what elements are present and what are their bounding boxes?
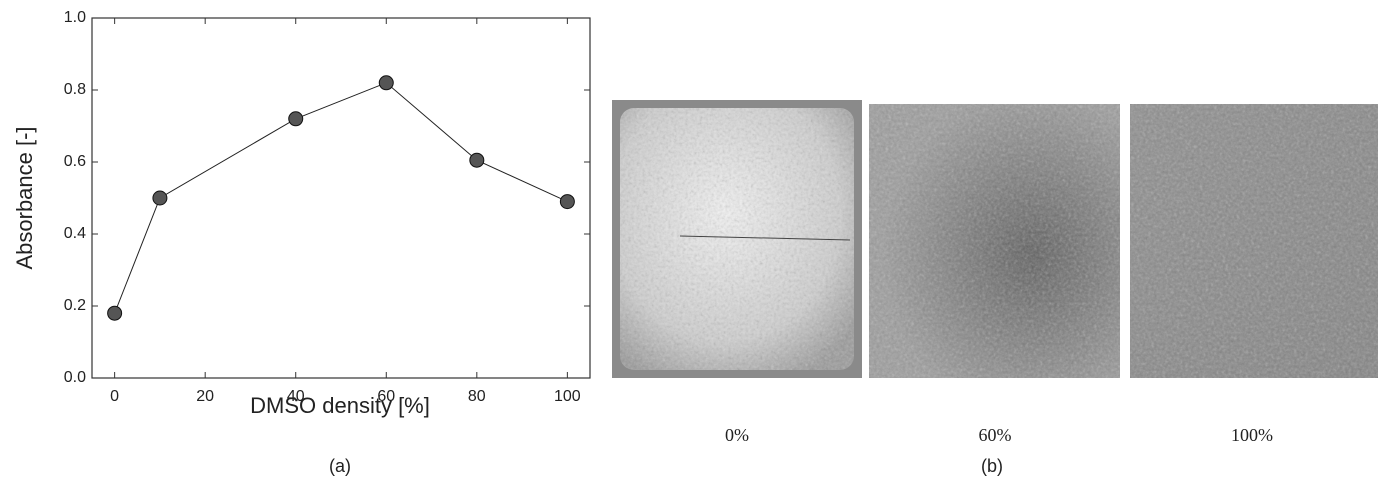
x-tick-label: 100	[554, 388, 581, 405]
figure: 0% 60% 100% (b) DMSO density [%] Absorba…	[0, 0, 1383, 486]
caption: (b)	[981, 456, 1003, 476]
y-tick-label: 1.0	[64, 9, 86, 26]
data-point	[108, 306, 122, 320]
data-point	[153, 191, 167, 205]
photo-100	[1130, 104, 1378, 378]
photo-label: 100%	[1231, 425, 1273, 445]
photo-label: 60%	[979, 425, 1012, 445]
y-tick-label: 0.2	[64, 297, 86, 314]
photo-label: 0%	[725, 425, 749, 445]
caption: (a)	[329, 456, 351, 476]
y-tick-label: 0.4	[64, 225, 86, 242]
data-point	[289, 112, 303, 126]
y-axis-label: Absorbance [-]	[12, 126, 37, 269]
photo-60	[869, 104, 1120, 378]
data-point	[560, 195, 574, 209]
data-point	[470, 153, 484, 167]
y-tick-label: 0.6	[64, 153, 86, 170]
page: {"chart_data": {"type": "line", "x_label…	[0, 0, 1383, 486]
y-tick-label: 0.0	[64, 369, 86, 386]
x-tick-label: 80	[468, 388, 486, 405]
x-tick-label: 20	[196, 388, 214, 405]
data-line	[115, 83, 568, 313]
photo-0	[612, 100, 862, 378]
x-tick-label: 40	[287, 388, 305, 405]
x-axis-label: DMSO density [%]	[250, 393, 430, 418]
data-point	[379, 76, 393, 90]
y-tick-label: 0.8	[64, 81, 86, 98]
x-tick-label: 0	[110, 388, 119, 405]
x-tick-label: 60	[377, 388, 395, 405]
